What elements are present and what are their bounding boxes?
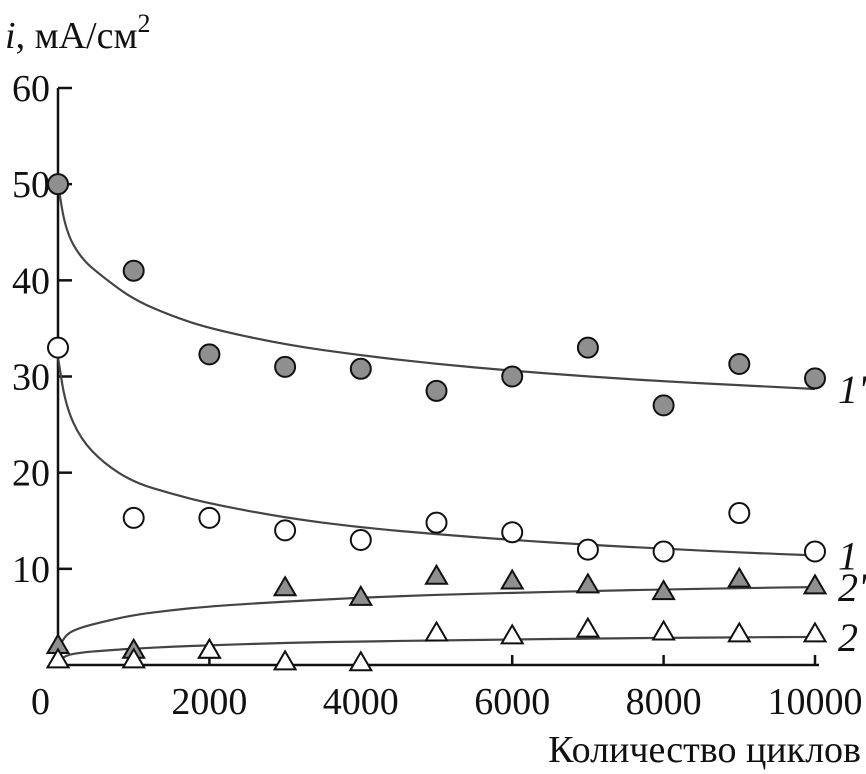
data-point-circle [804,367,826,390]
data-point-triangle [272,575,298,597]
y-axis-var: i [5,15,16,57]
data-point-triangle [424,563,449,585]
data-point-triangle [45,647,71,669]
data-point-circle [652,394,675,417]
data-point-circle [728,502,751,525]
curve-label-0: 1' [838,367,866,412]
data-point-triangle [499,568,525,590]
data-point-circle [198,343,221,366]
data-point-triangle [651,619,676,641]
x-tick-label: 6000 [474,681,550,723]
fit-curves [56,183,816,663]
y-axis-title: i, мА/см2 [5,9,151,57]
data-point-circle [501,365,524,388]
data-markers [45,173,828,672]
y-tick-label: 50 [12,164,50,206]
data-point-circle [47,173,69,196]
data-point-circle [576,336,599,359]
data-point-triangle [424,620,449,642]
data-point-circle [652,540,675,563]
curve-label-2: 2' [838,565,866,610]
data-point-triangle [802,621,828,643]
data-point-triangle [272,649,298,671]
curve-labels: 1' 12' 2 [838,367,866,660]
x-tick-label: 10000 [768,681,863,723]
data-point-triangle [727,566,752,588]
y-tick-label: 40 [12,260,50,302]
y-axis-unit: , мА/см [16,15,138,57]
data-point-circle [349,528,372,551]
x-axis-title: Количество циклов [548,729,861,771]
x-tick-label: 4000 [323,681,399,723]
data-point-triangle [348,584,374,606]
y-tick-label: 10 [12,549,50,591]
data-point-triangle [575,616,601,638]
y-tick-label: 20 [12,453,50,495]
data-point-circle [728,352,751,375]
curve-label-1: 1 [838,533,858,578]
data-point-circle [122,506,145,529]
data-point-triangle [802,573,828,595]
fit-curve-0 [56,183,816,391]
data-point-triangle [499,623,525,645]
data-point-circle [198,506,221,529]
x-tick-label: 0 [31,681,50,723]
data-point-triangle [651,579,676,601]
data-point-circle [122,259,145,282]
y-tick-label: 30 [12,357,50,399]
data-point-triangle [348,650,374,672]
data-point-circle [425,379,448,402]
data-point-circle [501,521,524,544]
curve-label-3: 2 [838,615,858,660]
data-point-triangle [727,621,752,643]
data-point-circle [274,355,297,378]
data-point-triangle [197,637,222,659]
data-point-circle [274,519,297,542]
data-point-triangle [575,572,601,594]
data-point-circle [576,538,599,561]
data-point-circle [425,511,448,534]
data-point-triangle [121,647,146,669]
x-tick-label: 8000 [626,681,702,723]
ticks: 10 20 30 40 50 60 0 2000 4000 6000 8000 10000 [12,68,863,723]
y-tick-label: 60 [12,68,50,110]
data-point-circle [47,336,69,359]
x-tick-label: 2000 [171,681,247,723]
data-point-circle [804,540,826,563]
y-axis-unit-sup: 2 [138,9,151,38]
data-point-circle [349,357,372,380]
